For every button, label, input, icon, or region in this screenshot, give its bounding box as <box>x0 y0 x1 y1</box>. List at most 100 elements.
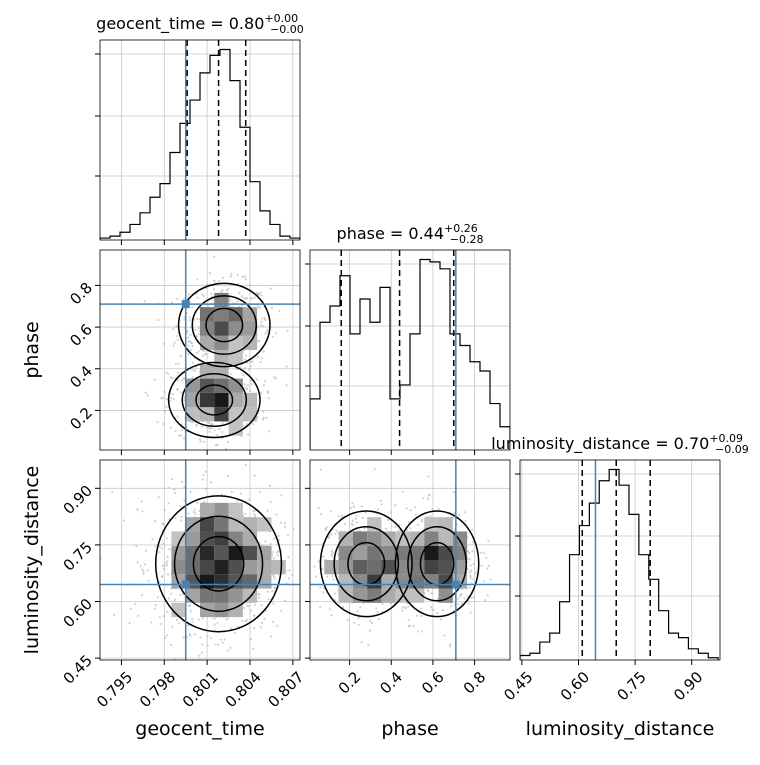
scatter-point <box>172 344 175 347</box>
title-sup: +0.26 <box>444 222 478 235</box>
scatter-point <box>330 533 333 536</box>
density-cell <box>242 531 258 546</box>
scatter-point <box>191 376 194 379</box>
density-cell <box>228 531 243 546</box>
scatter-point <box>432 608 435 611</box>
scatter-point <box>426 497 430 500</box>
scatter-point <box>195 501 199 504</box>
scatter-point <box>273 586 276 589</box>
scatter-point <box>470 569 473 572</box>
title-sub: −0.09 <box>715 443 749 456</box>
scatter-point <box>262 416 265 419</box>
scatter-point <box>194 328 197 332</box>
scatter-point <box>253 474 256 477</box>
scatter-point <box>177 362 180 365</box>
scatter-point <box>367 643 370 646</box>
scatter-point <box>229 275 232 278</box>
scatter-point <box>377 508 380 511</box>
scatter-point <box>486 567 489 570</box>
scatter-point <box>259 324 263 327</box>
scatter-point <box>276 624 279 627</box>
x-tick-label: 0.90 <box>670 668 706 704</box>
scatter-point <box>230 272 233 276</box>
scatter-point <box>208 430 211 433</box>
scatter-point <box>197 327 200 330</box>
scatter-point <box>243 383 246 386</box>
scatter-point <box>416 614 419 617</box>
scatter-point <box>257 596 261 599</box>
scatter-point <box>319 513 323 516</box>
scatter-point <box>238 291 241 295</box>
scatter-point <box>409 527 412 530</box>
scatter-point <box>280 494 283 497</box>
scatter-point <box>201 354 204 357</box>
scatter-point <box>196 317 199 320</box>
scatter-point <box>206 644 209 647</box>
scatter-point <box>128 621 131 625</box>
scatter-point <box>468 558 471 561</box>
scatter-point <box>271 589 274 593</box>
scatter-point <box>195 335 199 338</box>
scatter-point <box>436 612 439 615</box>
density-cell <box>367 560 382 575</box>
scatter-point <box>227 287 230 290</box>
density-cell <box>228 502 243 518</box>
scatter-point <box>472 562 475 566</box>
density-cell <box>438 560 453 575</box>
scatter-point <box>187 512 190 515</box>
scatter-point <box>229 627 233 630</box>
contours <box>154 495 283 633</box>
scatter-point <box>253 513 256 516</box>
scatter-point <box>377 618 381 621</box>
density-cell <box>242 407 258 422</box>
scatter-point <box>254 603 257 606</box>
scatter-point <box>158 551 161 554</box>
scatter-point <box>267 430 270 433</box>
scatter-point <box>389 510 393 514</box>
scatter-point <box>153 607 157 610</box>
scatter-point <box>271 551 274 554</box>
scatter-point <box>330 554 333 558</box>
scatter-point <box>136 508 139 511</box>
scatter-point <box>264 332 267 335</box>
scatter-point <box>487 564 490 567</box>
scatter-point <box>468 586 471 589</box>
scatter-point <box>472 596 475 599</box>
contour-line <box>177 282 271 368</box>
scatter-point <box>202 473 205 477</box>
scatter-point <box>275 513 278 516</box>
scatter-point <box>239 365 242 369</box>
scatter-point <box>244 620 247 623</box>
scatter-point <box>240 295 244 298</box>
scatter-point <box>244 463 247 467</box>
scatter-point <box>487 539 490 542</box>
scatter-point <box>179 355 182 358</box>
scatter-point <box>472 541 475 544</box>
scatter-point <box>229 646 232 649</box>
scatter-point <box>158 545 161 548</box>
scatter-point <box>210 427 213 430</box>
density-cell <box>242 307 258 322</box>
scatter-point <box>360 641 363 644</box>
title-main: geocent_time = 0.80 <box>96 14 264 34</box>
scatter-point <box>226 475 230 478</box>
scatter-point <box>406 605 410 608</box>
scatter-point <box>209 452 211 454</box>
scatter-point <box>188 316 191 319</box>
scatter-point <box>351 502 354 505</box>
density-cell <box>185 588 200 603</box>
density-cell <box>214 517 229 532</box>
scatter-point <box>259 626 263 629</box>
scatter-point <box>426 589 429 592</box>
scatter-point <box>373 468 376 471</box>
scatter-point <box>170 397 173 400</box>
scatter-point <box>144 549 147 552</box>
scatter-point <box>212 288 216 291</box>
density-cell <box>338 560 353 575</box>
y-tick-label: 0.45 <box>60 651 96 687</box>
scatter-point <box>483 552 486 555</box>
scatter-point <box>180 480 184 484</box>
scatter-point <box>331 574 334 578</box>
scatter-point <box>174 491 177 495</box>
y-tick-label: 0.8 <box>66 279 96 309</box>
